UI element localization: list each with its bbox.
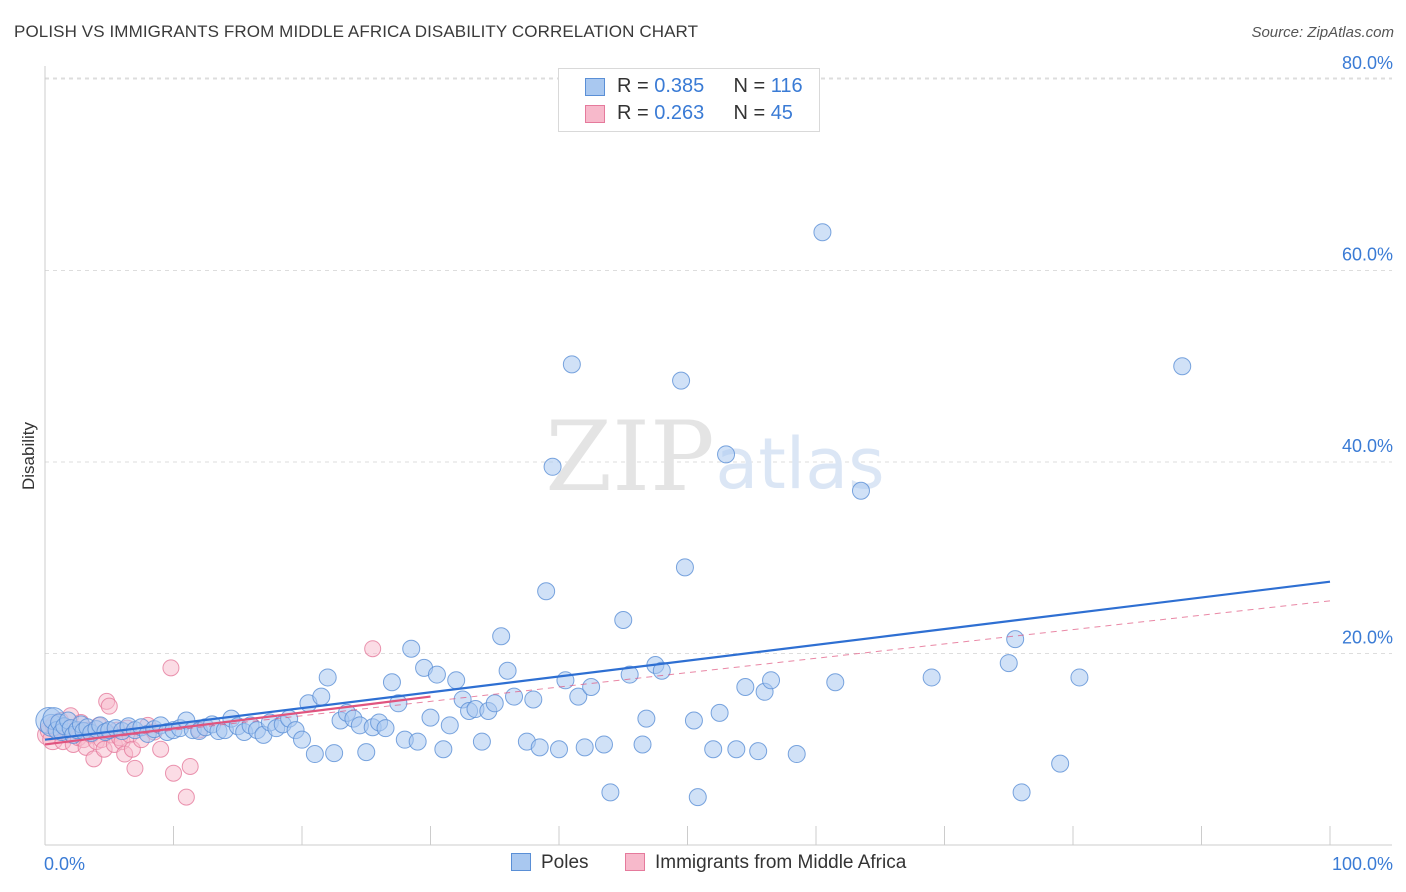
poles-point — [826, 673, 845, 692]
watermark-zip: ZIP — [545, 401, 714, 513]
poles-point — [421, 708, 440, 727]
immigrants-point — [181, 757, 199, 775]
poles-point — [575, 738, 594, 757]
poles-point — [637, 709, 656, 728]
poles-point — [440, 716, 459, 735]
poles-point — [710, 703, 729, 722]
poles-point — [762, 671, 781, 690]
poles-point — [530, 738, 549, 757]
immigrants-swatch — [585, 105, 605, 123]
poles-point — [704, 740, 723, 759]
legend-imm-r-value: 0.263 — [654, 102, 705, 124]
poles-point — [318, 668, 337, 687]
x-tick-label-0: 0.0% — [44, 854, 85, 874]
poles-point — [408, 732, 427, 751]
legend-imm-n-value: 45 — [770, 102, 793, 124]
y-tick-label-40: 40.0% — [1342, 436, 1393, 456]
tick-labels: 20.0% 40.0% 60.0% 80.0% 0.0% 100.0% — [44, 53, 1393, 874]
legend-imm-n-label: N = — [733, 102, 771, 124]
poles-point — [999, 654, 1018, 673]
poles-point — [492, 627, 511, 646]
immigrants-point — [165, 764, 182, 782]
poles-point — [922, 668, 941, 687]
immigrants-point — [126, 759, 144, 777]
poles-point — [652, 661, 671, 680]
legend-poles-n-label: N = — [733, 75, 771, 97]
y-tick-label-80: 80.0% — [1342, 53, 1393, 73]
poles-point — [1051, 754, 1070, 773]
poles-point — [1012, 783, 1031, 802]
chart-title: POLISH VS IMMIGRANTS FROM MIDDLE AFRICA … — [14, 22, 699, 41]
poles-point — [684, 711, 703, 730]
poles-point — [688, 788, 707, 807]
immigrants-point — [364, 640, 382, 658]
poles-point — [305, 745, 324, 764]
immigrants-point — [177, 788, 195, 806]
bottom-poles-label: Poles — [541, 852, 589, 873]
poles-point — [675, 558, 694, 577]
poles-point — [569, 687, 588, 706]
poles-point — [382, 673, 401, 692]
poles-point — [633, 735, 652, 754]
poles-point — [543, 457, 562, 476]
legend-poles-r-label: R = — [617, 75, 655, 97]
poles-point — [498, 661, 517, 680]
immigrants-point — [162, 659, 180, 677]
poles-point — [376, 719, 395, 738]
poles-point — [717, 445, 736, 464]
poles-point — [749, 742, 768, 761]
poles-point — [1006, 630, 1025, 649]
immigrants-point — [152, 740, 170, 758]
poles-swatch — [585, 78, 605, 96]
poles-point — [447, 671, 466, 690]
poles-trend-line — [44, 580, 1331, 741]
poles-point — [357, 743, 376, 762]
poles-point — [620, 665, 639, 684]
poles-point — [434, 740, 453, 759]
trend-lines — [44, 580, 1331, 746]
x-tick-label-100: 100.0% — [1332, 854, 1393, 874]
poles-point — [1070, 668, 1089, 687]
legend: R = 0.385 N = 116 R = 0.263 N = 45 — [558, 68, 820, 132]
poles-point — [1173, 357, 1192, 376]
poles-point — [293, 730, 311, 749]
immigrants-trend-line — [44, 695, 431, 746]
poles-point — [427, 665, 446, 684]
y-tick-label-60: 60.0% — [1342, 245, 1393, 265]
poles-point — [614, 610, 633, 629]
poles-point — [505, 687, 524, 706]
legend-imm-r-label: R = — [617, 102, 655, 124]
poles-point — [851, 481, 870, 500]
poles-point — [524, 690, 543, 709]
immigrants-point — [100, 697, 118, 715]
bottom-legend-poles: Poles — [511, 852, 589, 874]
poles-point — [537, 582, 556, 601]
poles-point — [601, 783, 620, 802]
y-axis-label: Disability — [19, 421, 38, 490]
bottom-poles-swatch — [511, 853, 531, 871]
legend-poles-n-value: 116 — [770, 75, 803, 97]
poles-point — [325, 744, 344, 763]
poles-point — [485, 694, 504, 713]
poles-point — [813, 223, 832, 242]
poles-point — [562, 355, 581, 374]
bottom-immigrants-swatch — [625, 853, 645, 871]
poles-point — [472, 732, 491, 751]
poles-point — [312, 687, 331, 706]
bottom-immigrants-label: Immigrants from Middle Africa — [655, 852, 907, 873]
poles-point — [582, 678, 601, 697]
bottom-legend-immigrants: Immigrants from Middle Africa — [625, 852, 906, 874]
poles-point — [787, 745, 806, 764]
poles-point — [672, 371, 691, 390]
poles-point — [594, 735, 613, 754]
poles-points — [35, 223, 1192, 807]
y-tick-label-20: 20.0% — [1342, 628, 1393, 648]
legend-poles-r-value: 0.385 — [654, 75, 705, 97]
poles-point — [727, 740, 746, 759]
poles-point — [550, 740, 568, 759]
chart-source: Source: ZipAtlas.com — [1251, 24, 1394, 41]
poles-point — [736, 678, 755, 697]
poles-point — [402, 639, 421, 658]
